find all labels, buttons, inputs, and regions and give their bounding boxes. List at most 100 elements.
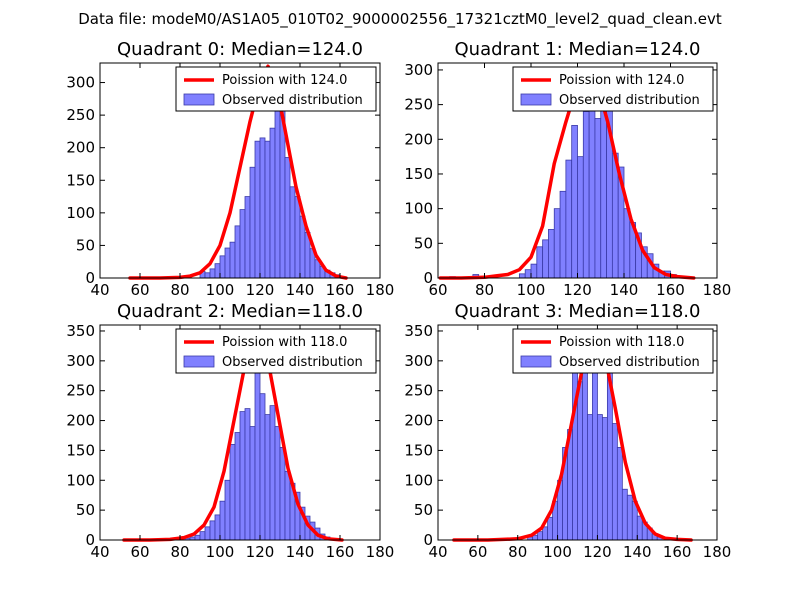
x-tick-label: 160 <box>326 281 355 299</box>
x-tick-label: 40 <box>428 543 447 561</box>
histogram-bar <box>597 414 603 541</box>
histogram-bar <box>524 269 532 279</box>
histogram-bar <box>636 515 643 541</box>
histogram-bar <box>209 520 216 541</box>
x-tick-label: 100 <box>543 543 572 561</box>
legend: Poission with 124.0 Observed distribution <box>175 66 377 112</box>
y-tick-label: 250 <box>404 96 433 114</box>
y-tick-label: 250 <box>66 106 95 124</box>
y-tick-label: 0 <box>423 531 433 549</box>
quadrant-2-title: Quadrant 2: Median=118.0 <box>117 301 363 322</box>
x-tick-label: 160 <box>326 543 355 561</box>
histogram-bar <box>611 423 618 541</box>
y-tick-label: 250 <box>66 382 95 400</box>
histogram-bar <box>264 414 271 541</box>
histogram-bar <box>602 417 608 541</box>
axes-frame <box>99 324 381 541</box>
histogram-bar <box>234 432 241 541</box>
histogram-bar <box>234 225 241 279</box>
y-tick-label: 50 <box>414 501 433 519</box>
histogram-bar <box>594 118 602 279</box>
legend: Poission with 118.0 Observed distribution <box>175 328 377 374</box>
y-tick-label: 200 <box>404 130 433 148</box>
histogram-bar <box>259 393 266 541</box>
histogram-bar <box>294 196 301 279</box>
x-tick-label: 80 <box>170 543 189 561</box>
histogram-bar <box>626 494 633 541</box>
legend-bar-swatch <box>520 93 552 106</box>
legend-bar-swatch <box>183 93 215 106</box>
y-tick-label: 100 <box>404 200 433 218</box>
histogram-bar <box>571 125 578 279</box>
axes-frame <box>99 62 381 279</box>
histogram-bar <box>244 408 251 541</box>
histogram-bar <box>542 526 549 541</box>
x-tick-label: 160 <box>656 281 685 299</box>
y-tick-label: 350 <box>66 322 95 340</box>
x-tick-label: 120 <box>583 543 612 561</box>
y-tick-label: 150 <box>66 441 95 459</box>
histogram-bar <box>279 447 286 541</box>
histogram-bar <box>274 426 281 541</box>
y-tick-label: 300 <box>404 61 433 79</box>
histogram-bar <box>588 93 596 279</box>
histogram-bar <box>623 208 631 279</box>
y-tick-label: 150 <box>66 171 95 189</box>
x-tick-label: 40 <box>90 281 109 299</box>
x-tick-label: 120 <box>246 281 275 299</box>
legend-bar-swatch <box>520 355 552 368</box>
y-tick-label: 100 <box>66 471 95 489</box>
histogram-bar <box>289 186 296 279</box>
x-tick-label: 80 <box>170 281 189 299</box>
histogram-bar <box>224 247 231 279</box>
x-tick-label: 100 <box>517 281 546 299</box>
x-tick-label: 140 <box>286 543 315 561</box>
legend-box <box>175 66 377 112</box>
histogram-bar <box>194 534 201 541</box>
histogram-bar <box>518 273 526 279</box>
histogram-bar <box>530 263 538 279</box>
histogram-bar <box>254 140 261 279</box>
legend-bar-label: Observed distribution <box>559 93 700 108</box>
x-tick-label: 120 <box>563 281 592 299</box>
y-tick-label: 100 <box>404 471 433 489</box>
y-tick-label: 0 <box>85 269 95 287</box>
y-tick-label: 50 <box>76 501 95 519</box>
histogram-bar <box>559 190 567 279</box>
histogram-bar <box>239 209 246 279</box>
x-tick-label: 80 <box>508 543 527 561</box>
histogram-bar <box>577 381 583 541</box>
quadrant-1-panel: Quadrant 1: Median=124.0 60 80 100 120 140 160… <box>404 39 731 299</box>
x-tick-label: 60 <box>130 543 149 561</box>
y-tick-label: 0 <box>85 531 95 549</box>
histogram-bar <box>269 405 276 541</box>
histogram-bar <box>214 514 221 541</box>
x-tick-label: 60 <box>130 281 149 299</box>
y-tick-label: 50 <box>414 234 433 252</box>
histogram-bar <box>199 531 206 541</box>
histogram-bar <box>259 137 266 279</box>
y-tick-label: 150 <box>404 165 433 183</box>
y-tick-label: 200 <box>66 412 95 430</box>
figure-suptitle: Data file: modeM0/AS1A05_010T02_90000025… <box>78 10 722 29</box>
legend-bar-swatch <box>183 355 215 368</box>
y-tick-label: 250 <box>404 382 433 400</box>
histogram-bar <box>284 470 291 541</box>
histogram-bar <box>577 156 584 279</box>
histogram-bars <box>199 69 341 279</box>
histogram-bar <box>249 166 256 279</box>
y-tick-label: 300 <box>66 74 95 92</box>
quadrant-3-title: Quadrant 3: Median=118.0 <box>455 301 701 322</box>
y-tick-label: 50 <box>76 236 95 254</box>
histogram-bar <box>542 239 549 279</box>
histogram-bar <box>616 447 623 541</box>
quadrant-2-panel: Quadrant 2: Median=118.0 40 60 80 100 120 140 1… <box>66 301 394 561</box>
histogram-bar <box>572 357 578 541</box>
y-tick-label: 300 <box>404 352 433 370</box>
x-tick-label: 180 <box>703 281 732 299</box>
x-tick-label: 160 <box>663 543 692 561</box>
y-tick-label: 200 <box>404 412 433 430</box>
histogram-bar <box>224 479 231 541</box>
histogram-bar <box>229 444 236 541</box>
